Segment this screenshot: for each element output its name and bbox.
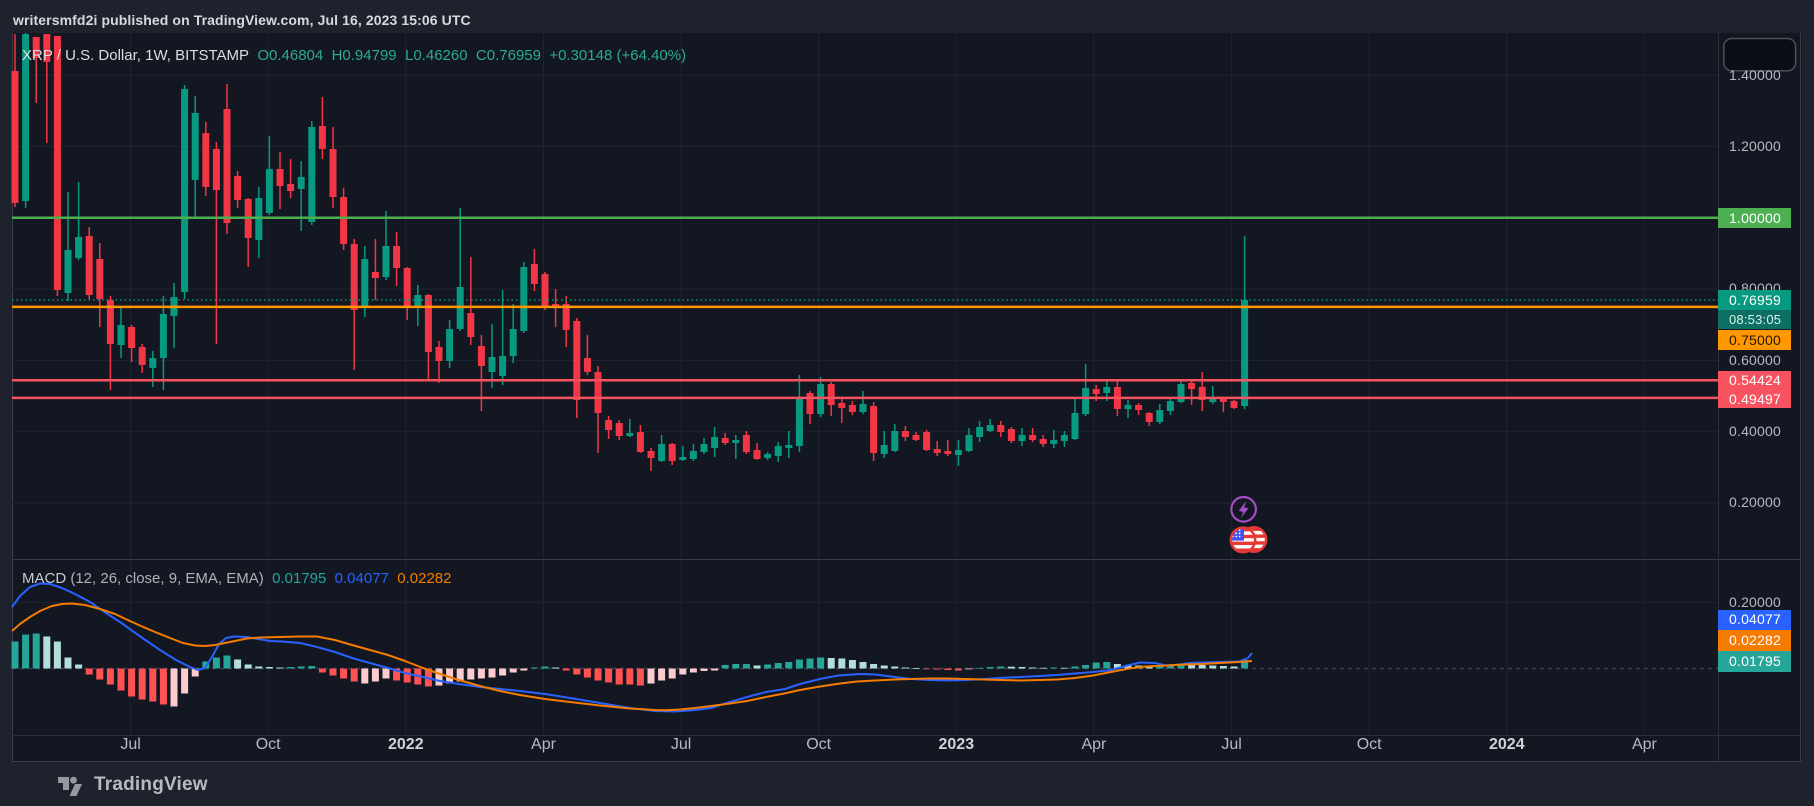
svg-text:TradingView: TradingView <box>94 774 208 795</box>
